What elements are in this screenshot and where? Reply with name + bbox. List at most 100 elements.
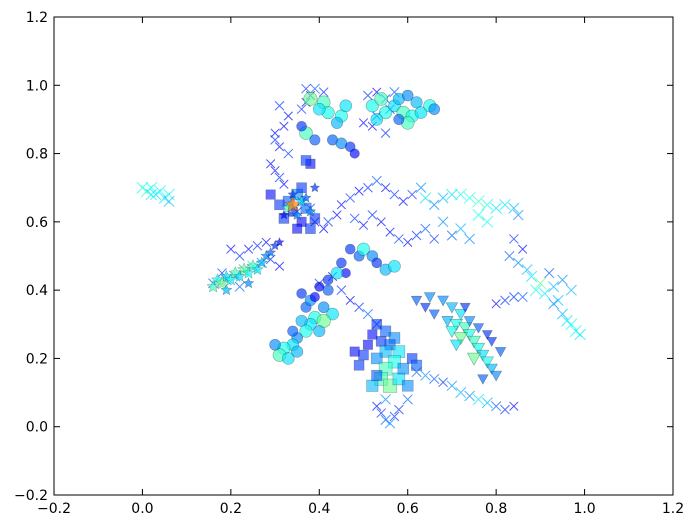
data-point-x-0-8 (145, 188, 158, 201)
data-point-o-1-41 (322, 284, 334, 296)
y-tick-label: 1.0 (26, 78, 48, 94)
data-point-o-1-55 (291, 345, 304, 358)
data-point-x-0-140 (345, 295, 355, 306)
data-point-x-0-97 (565, 318, 578, 331)
data-point-x-0-60 (508, 202, 520, 214)
x-tick-label: 1.2 (662, 501, 684, 517)
data-point-x-0-19 (270, 135, 280, 145)
data-point-v-3-3 (441, 315, 454, 328)
x-tick-label: 0.4 (308, 501, 330, 517)
data-point-x-0-72 (403, 237, 413, 247)
data-point-x-0-129 (500, 404, 510, 415)
data-point-o-1-60 (309, 291, 320, 303)
data-point-x-0-23 (279, 179, 289, 189)
data-point-x-0-78 (332, 210, 342, 220)
data-point-s-2-2 (367, 329, 378, 340)
data-point-x-0-132 (380, 414, 391, 425)
data-point-*-4-19 (284, 195, 302, 213)
data-point-x-0-18 (270, 128, 280, 138)
y-tick-label: 1.2 (26, 10, 48, 26)
data-point-x-0-43 (363, 182, 373, 193)
data-point-x-0-81 (512, 257, 524, 269)
data-point-*-4-22 (300, 192, 312, 203)
data-point-v-3-14 (490, 370, 503, 382)
data-point-s-2-37 (300, 155, 312, 166)
data-point-x-0-73 (411, 230, 422, 241)
data-point-x-0-47 (398, 196, 408, 206)
data-point-x-0-50 (419, 192, 432, 204)
data-point-o-1-47 (295, 314, 308, 327)
data-point-*-4-13 (265, 246, 277, 258)
data-point-x-0-117 (274, 261, 285, 271)
data-point-x-0-86 (539, 287, 551, 300)
data-point-s-2-19 (397, 362, 410, 375)
data-point-x-0-49 (415, 182, 427, 194)
data-point-v-3-11 (466, 352, 482, 366)
data-point-x-0-41 (345, 193, 356, 203)
data-point-x-0-70 (385, 227, 395, 237)
data-point-x-0-12 (318, 87, 329, 97)
data-point-v-3-2 (454, 308, 468, 321)
data-point-o-1-48 (299, 324, 313, 338)
data-point-x-0-21 (270, 166, 280, 176)
data-point-x-0-107 (261, 237, 271, 247)
data-point-v-3-9 (471, 342, 486, 356)
data-point-x-0-83 (525, 270, 538, 283)
data-point-v-3-6 (462, 329, 477, 342)
data-point-x-0-106 (252, 240, 263, 251)
data-point-o-1-13 (349, 148, 360, 159)
data-point-o-1-9 (296, 120, 307, 132)
data-point-x-0-138 (380, 394, 391, 405)
data-point-x-0-45 (380, 183, 391, 193)
data-point-s-2-0 (371, 318, 383, 330)
data-point-o-1-25 (414, 106, 428, 119)
data-point-o-1-31 (356, 242, 371, 256)
data-point-s-2-21 (411, 359, 423, 371)
data-point-o-1-35 (388, 259, 401, 273)
data-point-x-0-58 (490, 202, 502, 214)
data-point-s-2-17 (366, 379, 379, 392)
data-point-x-0-24 (266, 159, 276, 169)
data-point-v-3-17 (472, 323, 485, 334)
data-point-v-3-21 (419, 302, 431, 313)
data-point-x-0-20 (274, 142, 285, 152)
data-point-v-3-18 (481, 330, 493, 341)
data-point-x-0-67 (464, 233, 475, 245)
data-point-x-0-69 (481, 215, 494, 228)
data-point-v-3-1 (445, 302, 459, 314)
data-point-x-0-87 (548, 281, 560, 293)
data-point-*-4-2 (214, 275, 230, 290)
data-point-x-0-6 (162, 188, 175, 201)
data-point-x-0-17 (279, 121, 289, 131)
data-point-o-1-61 (287, 325, 299, 337)
data-point-x-0-16 (274, 100, 285, 111)
data-point-x-0-124 (455, 387, 467, 399)
data-point-o-1-56 (269, 338, 281, 351)
data-point-x-0-54 (454, 188, 467, 201)
data-point-o-1-14 (365, 99, 379, 113)
data-point-v-3-7 (453, 332, 469, 346)
data-point-o-1-27 (428, 103, 441, 115)
data-point-*-4-10 (251, 263, 264, 276)
data-point-x-0-102 (518, 244, 528, 254)
data-point-x-0-135 (372, 401, 382, 411)
data-point-x-0-90 (517, 291, 528, 303)
data-point-v-3-27 (449, 339, 463, 352)
data-point-v-3-12 (480, 356, 495, 369)
data-point-x-0-101 (544, 267, 555, 279)
x-tick-label: 0.6 (397, 501, 419, 517)
data-point-o-1-36 (336, 257, 347, 269)
data-point-x-0-71 (394, 234, 404, 244)
data-point-x-0-52 (437, 192, 449, 204)
data-point-x-0-34 (358, 118, 369, 128)
data-point-s-2-16 (401, 379, 414, 392)
data-point-*-4-25 (278, 209, 290, 220)
data-point-x-0-64 (437, 216, 449, 228)
data-point-x-0-76 (358, 220, 369, 230)
data-point-*-4-4 (224, 272, 238, 286)
data-point-x-0-103 (508, 234, 519, 244)
data-point-x-0-74 (376, 217, 386, 227)
data-point-o-1-8 (309, 134, 321, 146)
y-tick-label: 0.2 (26, 351, 48, 367)
